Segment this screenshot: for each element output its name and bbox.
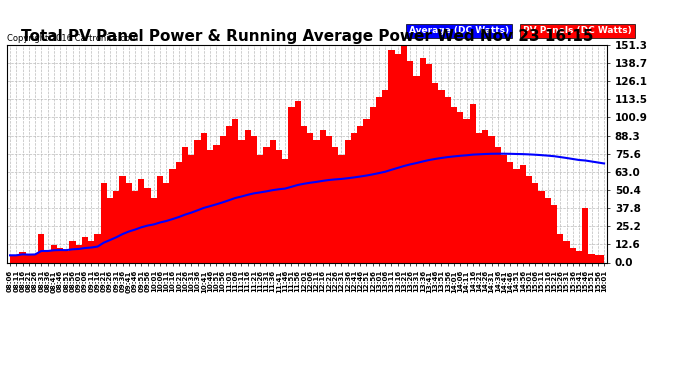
Text: Average (DC Watts): Average (DC Watts) [409, 26, 509, 35]
Text: Copyright 2016 Cartronics.com: Copyright 2016 Cartronics.com [7, 34, 138, 43]
Title: Total PV Panel Power & Running Average Power Wed Nov 23 16:15: Total PV Panel Power & Running Average P… [21, 29, 593, 44]
Text: PV Panels (DC Watts): PV Panels (DC Watts) [523, 26, 632, 35]
